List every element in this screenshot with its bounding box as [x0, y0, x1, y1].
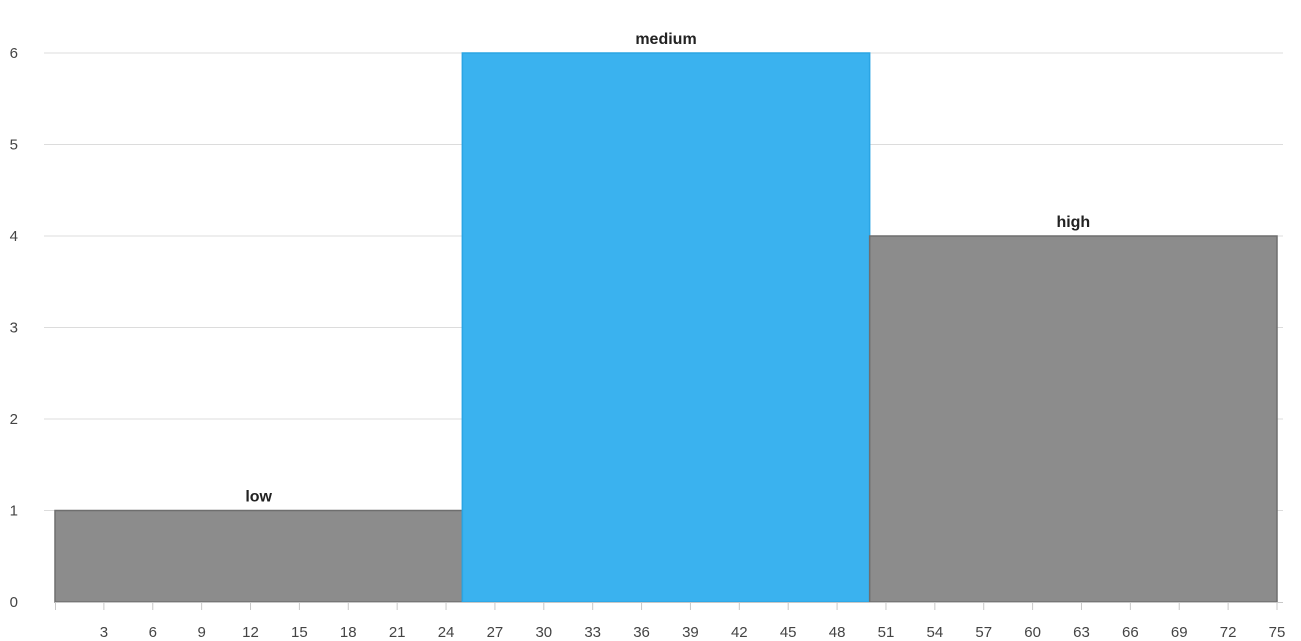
bars: [54, 52, 1278, 603]
x-axis: [55, 602, 1283, 610]
y-axis-ticks: 0 1 2 3 4 5 6: [10, 45, 18, 611]
x-axis-ticks: 3 6 9 12 15 18 21 24 27 30 33 36 39 42 45 48 51 54 57 60 63 6…: [100, 624, 1286, 641]
x-tick-label: 6: [149, 624, 157, 641]
x-tick-label: 51: [878, 624, 895, 641]
y-tick-label: 2: [10, 411, 18, 428]
x-tick-label: 57: [975, 624, 992, 641]
y-tick-label: 1: [10, 503, 18, 520]
y-tick-label: 6: [10, 45, 18, 62]
bar-medium: [461, 52, 871, 603]
x-tick-label: 75: [1269, 624, 1286, 641]
x-tick-label: 60: [1024, 624, 1041, 641]
x-tick-label: 30: [535, 624, 552, 641]
x-tick-label: 45: [780, 624, 797, 641]
x-tick-label: 24: [438, 624, 455, 641]
y-tick-label: 3: [10, 320, 18, 337]
bar-label-medium: medium: [635, 31, 696, 48]
x-tick-label: 72: [1220, 624, 1237, 641]
bar-label-low: low: [245, 489, 272, 506]
y-tick-label: 0: [10, 594, 18, 611]
x-tick-label: 33: [584, 624, 601, 641]
x-tick-label: 48: [829, 624, 846, 641]
bar-label-high: high: [1056, 214, 1090, 231]
x-tick-label: 15: [291, 624, 308, 641]
x-tick-label: 27: [487, 624, 504, 641]
x-tick-label: 12: [242, 624, 259, 641]
bar-low: [54, 509, 464, 603]
x-tick-label: 42: [731, 624, 748, 641]
x-tick-label: 54: [926, 624, 943, 641]
y-tick-label: 5: [10, 137, 18, 154]
x-tick-label: 69: [1171, 624, 1188, 641]
y-tick-label: 4: [10, 228, 18, 245]
x-tick-label: 3: [100, 624, 108, 641]
x-tick-label: 63: [1073, 624, 1090, 641]
x-tick-label: 18: [340, 624, 357, 641]
x-tick-label: 66: [1122, 624, 1139, 641]
x-tick-label: 39: [682, 624, 699, 641]
bar-labels: low medium high: [245, 31, 1090, 506]
x-tick-label: 21: [389, 624, 406, 641]
x-tick-label: 9: [197, 624, 205, 641]
x-tick-label: 36: [633, 624, 650, 641]
bar-high: [868, 235, 1278, 603]
